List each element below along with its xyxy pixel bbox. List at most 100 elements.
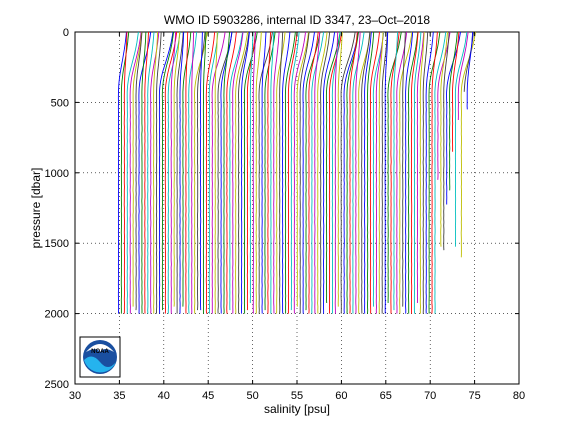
profile-line [164,31,178,314]
x-tick-label: 65 [380,390,392,402]
x-axis-label: salinity [psu] [264,402,330,416]
profile-line [393,31,399,311]
profile-line [129,31,142,314]
x-tick-label: 80 [513,390,525,402]
x-tick-label: 70 [424,390,436,402]
y-tick-labels: 0 500 1000 1500 2000 2500 [45,27,69,391]
profile-line [425,31,434,314]
profile-line [185,31,189,314]
profile-line [299,31,310,314]
profile-line [419,31,425,314]
profile-line [123,31,128,314]
profile-line [372,31,385,307]
profile-line [440,31,448,247]
profile-line [229,31,244,311]
profile-line [126,31,139,314]
profile-line [220,31,233,314]
profile-line [279,31,284,314]
profile-line [182,31,192,307]
profile-line [466,31,474,110]
profile-line [176,31,184,314]
profile-line [284,31,296,314]
profile-line [369,31,380,314]
x-tick-labels: 30 35 40 45 50 55 60 65 70 75 80 [69,390,525,402]
profile-line [205,31,216,314]
profile-line [202,31,207,314]
profile-line [434,31,447,314]
profile-line [349,31,358,314]
profile-line [355,31,361,314]
profile-line [367,31,375,314]
profile-line [276,31,286,314]
profile-line [457,31,469,121]
profile-line [141,31,147,314]
profile-line [243,31,258,314]
y-tick-label: 1500 [45,238,69,250]
profile-line [396,31,408,314]
profile-line [138,31,152,314]
profile-line [161,31,175,311]
profile-line [290,31,300,311]
profile-line [422,31,429,314]
profile-line [270,31,275,314]
profile-line [402,31,406,307]
profile-line [217,31,233,314]
y-tick-label: 2500 [45,379,69,391]
profile-line [158,31,174,314]
profile-line [352,31,365,314]
axes [74,31,520,385]
profile-line [246,31,256,311]
profile-line [358,31,371,314]
profile-line [241,31,250,314]
profile-line [238,31,250,314]
profile-line [150,31,160,314]
profile-line [135,31,143,311]
profile-line [314,31,321,314]
profile-line [261,31,267,314]
profile-line [302,31,315,314]
profile-line [232,31,244,314]
x-tick-label: 75 [468,390,480,402]
profile-line [293,31,306,314]
profile-line [408,31,419,314]
plot-area [74,31,520,385]
x-tick-label: 45 [202,390,214,402]
profile-line [188,31,198,314]
profile-line [390,31,400,314]
profile-line [305,31,321,311]
profile-line [431,31,438,314]
profile-line [117,31,127,314]
profile-lines [117,31,476,314]
profile-line [317,31,328,314]
profile-line [325,31,341,304]
profile-line [199,31,203,311]
y-axis-label: pressure [dbar] [29,168,43,249]
profile-line [194,31,208,314]
x-tick-label: 60 [335,390,347,402]
profile-line [337,31,343,307]
profile-line [311,31,325,314]
profile-line [410,31,419,314]
x-tick-label: 40 [158,390,170,402]
profile-line [387,31,402,303]
profile-line [361,31,371,314]
profile-line [132,31,143,307]
profile-line [167,31,181,314]
profile-line [144,31,149,314]
profile-line [334,31,339,314]
profile-line [214,31,218,314]
profile-line [197,31,206,311]
profile-line [460,31,476,258]
profile-line [252,31,256,314]
profile-line [179,31,185,314]
profile-line [413,31,422,314]
y-tick-label: 500 [51,97,69,109]
profile-line [328,31,343,314]
profile-line [267,31,272,314]
profile-line [223,31,230,314]
profile-line [173,31,181,307]
profile-line [384,31,389,314]
profile-line [346,31,359,314]
x-tick-label: 50 [246,390,258,402]
